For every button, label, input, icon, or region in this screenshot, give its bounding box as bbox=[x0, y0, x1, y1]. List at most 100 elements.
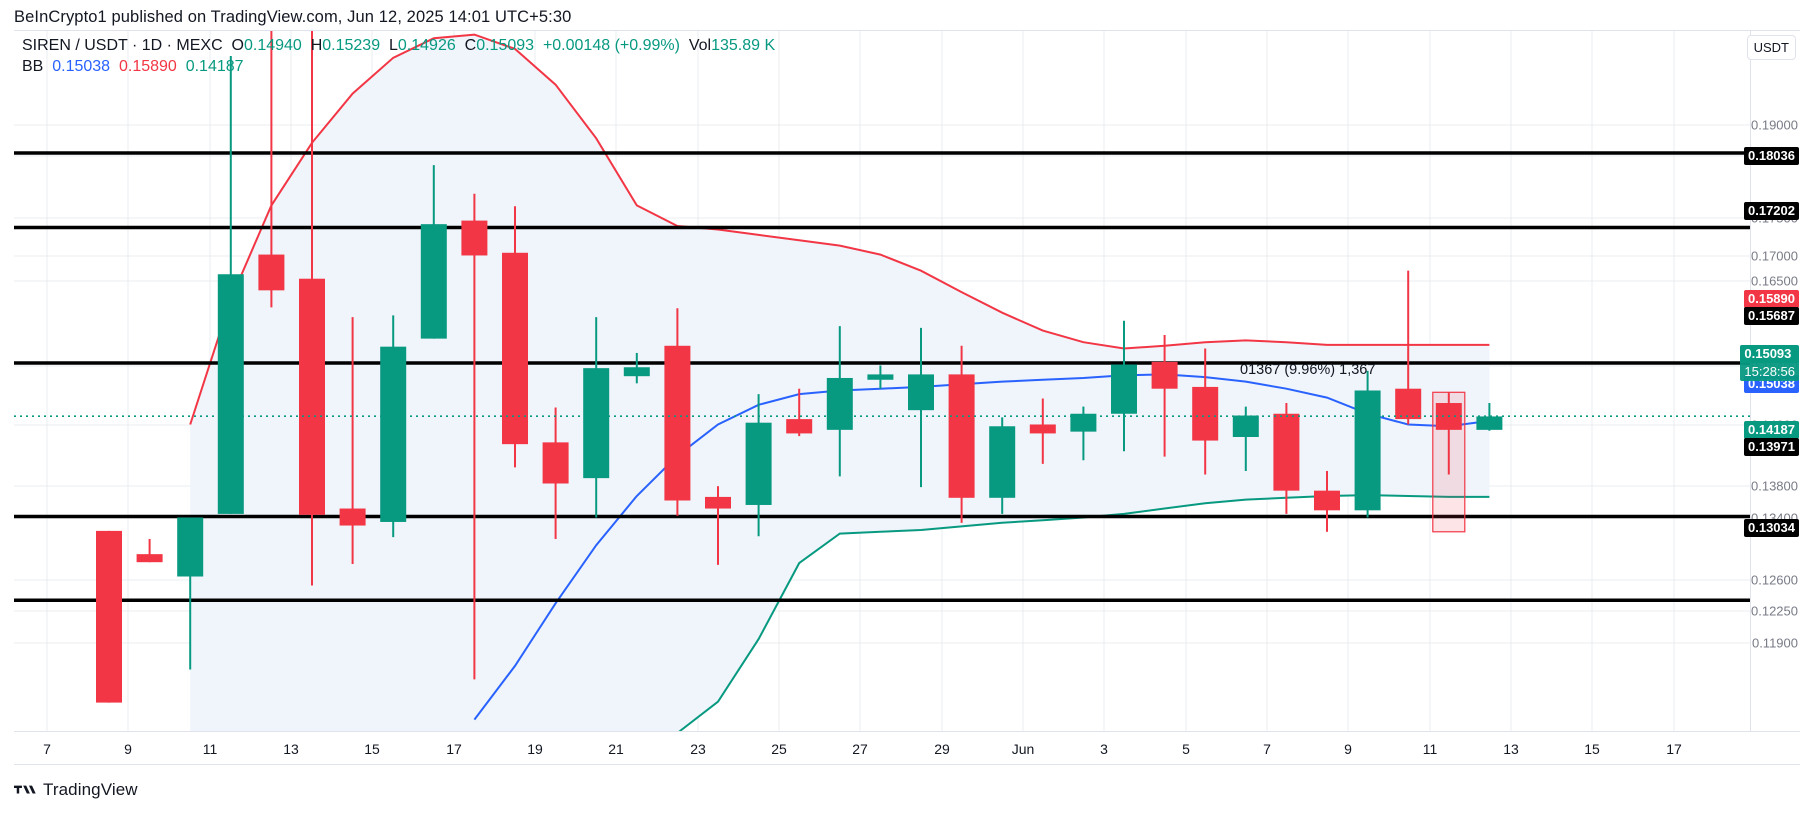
chart-frame: SIREN / USDT · 1D · MEXC O0.14940 H0.152… bbox=[14, 30, 1800, 765]
candle-body[interactable] bbox=[786, 419, 813, 434]
price-tick-label: 0.19000 bbox=[1751, 117, 1798, 133]
price-level-tag[interactable]: 0.13034 bbox=[1744, 519, 1799, 537]
price-tick-label: 0.13800 bbox=[1751, 478, 1798, 494]
candle-body[interactable] bbox=[867, 374, 894, 380]
legend-interval[interactable]: 1D bbox=[141, 37, 163, 54]
legend-ohlc-row: SIREN / USDT · 1D · MEXC O0.14940 H0.152… bbox=[22, 37, 776, 54]
time-tick-label: 15 bbox=[364, 741, 380, 757]
current-price-tag[interactable]: 0.15093 15:28:56 bbox=[1740, 345, 1799, 381]
price-tick-label: 0.12250 bbox=[1751, 603, 1798, 619]
time-tick-label: 17 bbox=[446, 741, 462, 757]
price-level-tag[interactable]: 0.14187 bbox=[1744, 421, 1799, 439]
candle-body[interactable] bbox=[1395, 388, 1422, 420]
tradingview-wordmark: TradingView bbox=[43, 780, 138, 799]
price-tick-label: 0.11900 bbox=[1751, 635, 1798, 651]
candle-body[interactable] bbox=[1151, 361, 1178, 389]
time-axis[interactable]: 7 9 11 13 15 17 19 21 23 25 27 29 Jun 3 5 7 9 11 13 15 17 bbox=[14, 731, 1800, 764]
price-level-tag[interactable]: 0.17202 bbox=[1744, 202, 1799, 220]
candle-body[interactable] bbox=[948, 374, 975, 498]
candle-body[interactable] bbox=[908, 374, 934, 411]
candle-body[interactable] bbox=[299, 278, 325, 515]
candle-body[interactable] bbox=[826, 377, 853, 430]
candle-body[interactable] bbox=[1111, 364, 1137, 414]
time-tick-label: 17 bbox=[1666, 741, 1682, 757]
tradingview-logo-icon bbox=[14, 785, 36, 794]
legend-close-value: 0.15093 bbox=[476, 37, 535, 54]
price-level-tag[interactable]: 0.15890 bbox=[1744, 290, 1799, 308]
candle-body[interactable] bbox=[420, 224, 447, 339]
legend-change: +0.00148 (+0.99%) bbox=[542, 37, 680, 54]
candle-body[interactable] bbox=[502, 252, 528, 445]
candle-body[interactable] bbox=[461, 220, 488, 256]
legend-close-label: C bbox=[464, 37, 477, 54]
legend-symbol[interactable]: SIREN / USDT bbox=[22, 37, 128, 54]
legend-bb-upper: 0.15890 bbox=[118, 58, 177, 75]
price-tick-label: 0.12600 bbox=[1751, 572, 1798, 588]
candle-body[interactable] bbox=[664, 345, 691, 501]
candle-body[interactable] bbox=[339, 508, 366, 526]
candle-body[interactable] bbox=[1476, 416, 1503, 430]
candlestick-series[interactable] bbox=[96, 31, 1503, 703]
candle-body[interactable] bbox=[1232, 415, 1259, 437]
legend-open-value: 0.14940 bbox=[243, 37, 302, 54]
time-tick-label: 11 bbox=[1422, 741, 1438, 757]
candle-body[interactable] bbox=[217, 274, 244, 514]
price-level-tag[interactable]: 0.13971 bbox=[1744, 438, 1799, 456]
time-tick-label: 13 bbox=[1503, 741, 1519, 757]
price-axis[interactable]: USDT 0.190000.185000.175000.170000.16500… bbox=[1740, 31, 1800, 733]
candle-body[interactable] bbox=[583, 368, 610, 479]
last-bar-highlight-box bbox=[1432, 391, 1466, 533]
time-tick-label: 13 bbox=[283, 741, 299, 757]
current-price-value: 0.15093 bbox=[1740, 345, 1799, 363]
volume-annotation: 01367 (9.96%) 1,367 bbox=[1240, 362, 1376, 378]
bollinger-upper-line bbox=[189, 33, 1490, 425]
candle-body[interactable] bbox=[989, 426, 1016, 498]
chart-canvas bbox=[14, 31, 1750, 733]
time-tick-label: 23 bbox=[690, 741, 706, 757]
bollinger-basis-line bbox=[473, 373, 1490, 721]
candle-body[interactable] bbox=[1070, 413, 1097, 432]
time-tick-label: 25 bbox=[771, 741, 787, 757]
time-tick-label: 9 bbox=[1344, 741, 1352, 757]
candle-body[interactable] bbox=[380, 346, 407, 522]
attribution-text: BeInCrypto1 published on TradingView.com… bbox=[14, 8, 572, 26]
price-level-tag[interactable]: 0.18036 bbox=[1744, 147, 1799, 165]
candle-body[interactable] bbox=[1029, 424, 1056, 434]
legend-open-label: O bbox=[231, 37, 244, 54]
legend-volume-value: 135.89 K bbox=[711, 37, 776, 54]
footer-brand[interactable]: TradingView bbox=[14, 780, 138, 800]
candle-body[interactable] bbox=[258, 254, 285, 291]
candle-body[interactable] bbox=[177, 517, 204, 577]
currency-badge[interactable]: USDT bbox=[1746, 35, 1796, 60]
legend-exchange[interactable]: MEXC bbox=[176, 37, 223, 54]
candle-body[interactable] bbox=[542, 442, 569, 484]
time-tick-label: 5 bbox=[1182, 741, 1190, 757]
legend-low-value: 0.14926 bbox=[397, 37, 456, 54]
candle-body[interactable] bbox=[745, 422, 772, 505]
legend-bb-lower: 0.14187 bbox=[185, 58, 244, 75]
candle-body[interactable] bbox=[96, 530, 122, 703]
candle-body[interactable] bbox=[1354, 390, 1381, 511]
legend-bb-label[interactable]: BB bbox=[22, 58, 44, 75]
time-tick-label: 3 bbox=[1100, 741, 1108, 757]
price-level-tag[interactable]: 0.15687 bbox=[1744, 307, 1799, 325]
bar-countdown: 15:28:56 bbox=[1740, 363, 1799, 381]
candle-body[interactable] bbox=[1192, 386, 1219, 441]
candle-body[interactable] bbox=[1314, 490, 1340, 511]
time-tick-label: 7 bbox=[43, 741, 51, 757]
chart-legend: SIREN / USDT · 1D · MEXC O0.14940 H0.152… bbox=[22, 35, 775, 77]
time-tick-label: 21 bbox=[608, 741, 624, 757]
price-tick-label: 0.16500 bbox=[1751, 273, 1798, 289]
candle-body[interactable] bbox=[623, 367, 650, 377]
time-tick-label: 15 bbox=[1584, 741, 1600, 757]
candle-body[interactable] bbox=[136, 554, 163, 563]
time-tick-label: 19 bbox=[527, 741, 543, 757]
time-tick-label: 11 bbox=[202, 741, 218, 757]
candle-body[interactable] bbox=[1273, 413, 1300, 491]
time-tick-label: 27 bbox=[852, 741, 868, 757]
legend-low-label: L bbox=[389, 37, 398, 54]
legend-high-label: H bbox=[310, 37, 323, 54]
candle-body[interactable] bbox=[705, 496, 731, 509]
chart-plot-area[interactable]: SIREN / USDT · 1D · MEXC O0.14940 H0.152… bbox=[14, 31, 1750, 733]
